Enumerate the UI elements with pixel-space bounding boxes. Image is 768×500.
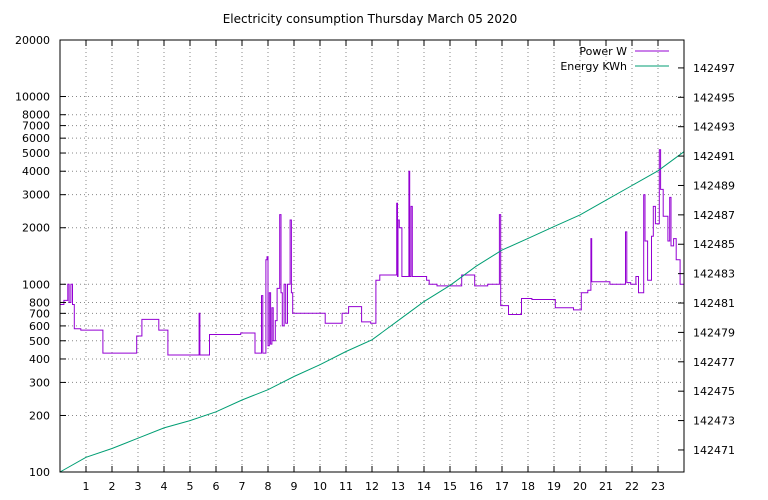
y2-tick-label: 142493	[693, 121, 735, 134]
y2-tick-label: 142483	[693, 268, 735, 281]
x-tick-label: 16	[469, 480, 483, 493]
y-tick-label: 100	[29, 466, 50, 479]
ticks	[60, 39, 684, 473]
y-tick-label: 10000	[15, 91, 50, 104]
x-tick-label: 2	[109, 480, 116, 493]
y-tick-label: 3000	[22, 189, 50, 202]
x-tick-label: 4	[161, 480, 168, 493]
x-tick-label: 12	[365, 480, 379, 493]
chart-title: Electricity consumption Thursday March 0…	[223, 12, 518, 26]
y2-tick-label: 142475	[693, 385, 735, 398]
y-tick-label: 700	[29, 307, 50, 320]
y2-tick-label: 142481	[693, 297, 735, 310]
x-tick-label: 3	[135, 480, 142, 493]
y-tick-label: 800	[29, 296, 50, 309]
x-tick-label: 1	[83, 480, 90, 493]
tick-labels: 1 2 3 4 5 6 7 8 9 10 11 12 13 14 15 16 17 18 19 20 21 22 23100…	[15, 34, 735, 493]
y2-tick-label: 142489	[693, 179, 735, 192]
legend: Power W Energy KWh	[560, 45, 669, 73]
y2-tick-label: 142495	[693, 91, 735, 104]
y-tick-label: 2000	[22, 222, 50, 235]
y2-tick-label: 142473	[693, 415, 735, 428]
x-tick-label: 22	[625, 480, 639, 493]
x-tick-label: 13	[391, 480, 405, 493]
y-tick-label: 500	[29, 335, 50, 348]
x-tick-label: 19	[547, 480, 561, 493]
x-tick-label: 8	[265, 480, 272, 493]
series-line-energy-kwh	[59, 151, 685, 473]
y2-tick-label: 142471	[693, 444, 735, 457]
x-tick-label: 10	[313, 480, 327, 493]
x-tick-label: 20	[573, 480, 587, 493]
x-tick-label: 9	[291, 480, 298, 493]
x-tick-label: 23	[651, 480, 665, 493]
y2-tick-label: 142497	[693, 62, 735, 75]
x-tick-label: 21	[599, 480, 613, 493]
y2-tick-label: 142487	[693, 209, 735, 222]
y-tick-label: 5000	[22, 147, 50, 160]
y2-tick-label: 142485	[693, 238, 735, 251]
x-tick-label: 6	[213, 480, 220, 493]
legend-label: Power W	[579, 45, 627, 58]
y2-tick-label: 142477	[693, 356, 735, 369]
x-tick-label: 5	[187, 480, 194, 493]
x-tick-label: 7	[239, 480, 246, 493]
y-tick-label: 600	[29, 320, 50, 333]
x-tick-label: 11	[339, 480, 353, 493]
y-tick-label: 4000	[22, 165, 50, 178]
y-tick-label: 1000	[22, 278, 50, 291]
y-tick-label: 200	[29, 409, 50, 422]
y2-tick-label: 142479	[693, 326, 735, 339]
y-tick-label: 7000	[22, 120, 50, 133]
y-tick-label: 8000	[22, 109, 50, 122]
y2-tick-label: 142491	[693, 150, 735, 163]
x-tick-label: 14	[417, 480, 431, 493]
x-tick-label: 15	[443, 480, 457, 493]
series-layer	[59, 149, 685, 473]
legend-label: Energy KWh	[560, 60, 627, 73]
x-tick-label: 18	[521, 480, 535, 493]
series-line-power-w	[60, 149, 684, 356]
x-tick-label: 17	[495, 480, 509, 493]
y-tick-label: 300	[29, 376, 50, 389]
y-tick-label: 400	[29, 353, 50, 366]
y-tick-label: 6000	[22, 132, 50, 145]
y-tick-label: 20000	[15, 34, 50, 47]
